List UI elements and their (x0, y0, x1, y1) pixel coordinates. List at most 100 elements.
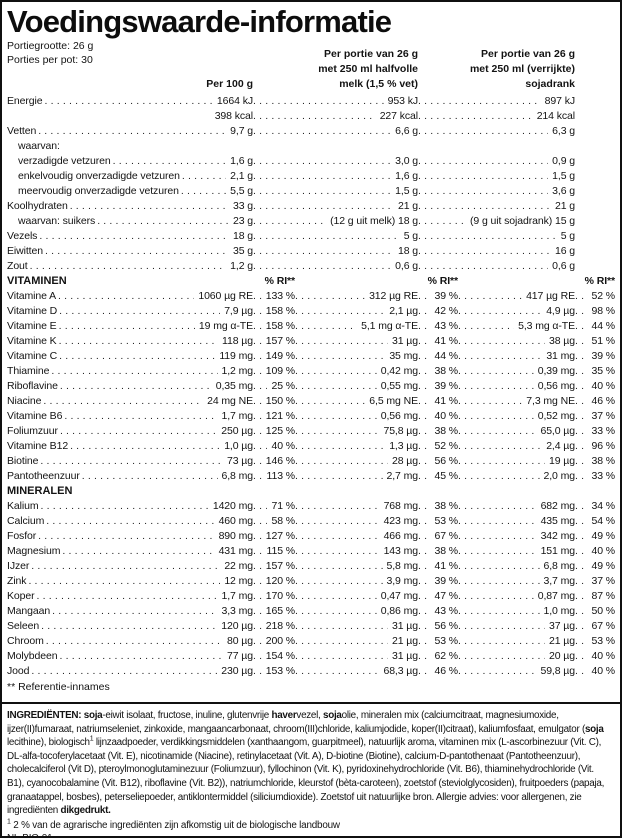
dot-leader (253, 514, 267, 529)
col-soja: 0,56 mg (537, 380, 575, 392)
table-cell: 682 mg (458, 499, 575, 514)
ingredient-text-segment: INGREDIËNTEN: (7, 710, 84, 721)
col-melk: 1,3 µg (389, 440, 418, 452)
row-label: Vitamine A (7, 290, 57, 302)
dot-leader (418, 664, 430, 679)
dot-leader (575, 634, 587, 649)
table-cell: 6,6 g (253, 124, 418, 139)
table-cell: 0,87 mg (458, 589, 575, 604)
table-cell: 0,47 mg (295, 589, 418, 604)
nutrition-row: Thiamine 1,2 mg 109 % 0,42 mg 38 % 0,39 mg 35 … (7, 364, 615, 379)
dot-leader (575, 289, 587, 304)
table-cell: 34 % (575, 499, 615, 514)
table-cell: 3,9 mg (295, 574, 419, 589)
table-cell: Molybdeen 77 µg (7, 649, 253, 664)
table-cell: 6,8 mg (458, 559, 576, 574)
col-soja: 151 mg (540, 545, 575, 557)
col-ri-per-100g: 170 % (265, 590, 295, 602)
table-cell: 0,52 mg (458, 409, 575, 424)
table-cell: 75,8 µg (295, 424, 418, 439)
nutrition-row: verzadigde vetzuren 1,6 g 3,0 g 0,9 g (7, 154, 613, 169)
col-ri-melk: 38 % (434, 365, 458, 377)
col-soja: 37 µg (549, 620, 575, 632)
col-per-100g: 35 g (232, 245, 253, 257)
col-melk: 1,6 g (395, 170, 418, 182)
col-soja: 0,87 mg (537, 590, 575, 602)
dot-leader (295, 559, 383, 574)
col-ri-soja: 96 % (591, 440, 615, 452)
col-ri-per-100g: 157 % (265, 560, 295, 572)
col-per-100g: 12 mg (224, 575, 253, 587)
col-ri-melk: 39 % (434, 290, 458, 302)
dot-leader (418, 499, 430, 514)
table-cell: 33 % (575, 424, 615, 439)
dot-leader (253, 649, 262, 664)
table-cell: 41 % (418, 334, 458, 349)
col-per-100g: 1,7 mg (221, 590, 254, 602)
table-cell: 46 % (418, 664, 458, 679)
col-ri-melk: % RI** (427, 275, 458, 287)
col-per-100g: 0,35 mg (215, 380, 253, 392)
row-label: MINERALEN (7, 485, 73, 497)
row-label: IJzer (7, 560, 30, 572)
nutrition-row: Koper 1,7 mg 170 % 0,47 mg 47 % 0,87 mg 87 % (7, 589, 615, 604)
row-label: Vezels (7, 230, 38, 242)
row-label: meervoudig onverzadigde vetzuren (18, 185, 179, 197)
table-cell: Zink 12 mg (7, 574, 253, 589)
dot-leader (418, 94, 541, 109)
row-label: Calcium (7, 515, 45, 527)
dot-leader (418, 109, 533, 124)
table-cell: Vitamine B12 1,0 µg (7, 439, 253, 454)
nutrition-row: Fosfor 890 mg 127 % 466 mg 67 % 342 mg 49 % (7, 529, 615, 544)
table-cell: 40 % (575, 649, 615, 664)
table-cell: 16 g (418, 244, 575, 259)
table-cell: 53 % (418, 634, 458, 649)
col-soja: 0,9 g (552, 155, 575, 167)
table-cell: 170 % (253, 589, 295, 604)
table-cell: 115 % (253, 544, 296, 559)
ingredient-text-segment: lijnzaadpoeder, verdikkingsmiddelen (xan… (7, 737, 605, 817)
col-melk: 21 g (397, 200, 418, 212)
table-cell: 2,0 mg (458, 469, 576, 484)
col-soja: 38 µg (549, 335, 575, 347)
table-cell: 18 g (253, 244, 418, 259)
dot-leader (418, 244, 551, 259)
col-ri-melk: 46 % (434, 665, 458, 677)
nutrition-row: Zout 1,2 g 0,6 g 0,6 g (7, 259, 613, 274)
col-per-100g: 431 mg (218, 545, 253, 557)
dot-leader (31, 559, 220, 574)
col-soja: 7,3 mg NE (526, 395, 575, 407)
col-melk: 1,5 g (395, 185, 418, 197)
col-ri-soja: 53 % (591, 635, 615, 647)
table-cell: 0,42 mg (295, 364, 418, 379)
column-header-melk-line2: met 250 ml halfvolle (318, 63, 418, 75)
ingredient-text-segment: soja (584, 723, 604, 735)
col-melk: 35 mg (389, 350, 418, 362)
dot-leader (295, 454, 388, 469)
col-ri-soja: 49 % (591, 560, 615, 572)
row-label: Energie (7, 95, 43, 107)
table-cell: 67 % (418, 529, 458, 544)
row-label: VITAMINEN (7, 275, 67, 287)
col-ri-per-100g: % RI** (264, 275, 295, 287)
nutrition-row: Energie 1664 kJ 953 kJ 897 kJ (7, 94, 613, 109)
table-cell: Energie 1664 kJ (7, 94, 253, 109)
dot-leader (458, 454, 545, 469)
col-ri-per-100g: 113 % (266, 470, 296, 482)
dot-leader (59, 349, 215, 364)
col-per-100g: 73 µg (227, 455, 253, 467)
col-ri-per-100g: 158 % (265, 305, 295, 317)
row-label: enkelvoudig onverzadigde vetzuren (18, 170, 180, 182)
table-cell: 6,3 g (418, 124, 575, 139)
col-per-100g: 460 mg (218, 515, 253, 527)
col-soja: 1,5 g (552, 170, 575, 182)
col-soja: 0,39 mg (537, 365, 575, 377)
dot-leader (295, 649, 388, 664)
nutrition-row: Mangaan 3,3 mg 165 % 0,86 mg 43 % 1,0 mg 50 % (7, 604, 615, 619)
col-ri-soja: 35 % (591, 365, 615, 377)
table-cell: 0,56 mg (295, 409, 418, 424)
table-cell: 38 % (418, 499, 458, 514)
col-melk: 312 µg RE (369, 290, 418, 302)
dot-leader (182, 169, 226, 184)
nutrition-row: Vitamine B6 1,7 mg 121 % 0,56 mg 40 % 0,52 mg… (7, 409, 615, 424)
